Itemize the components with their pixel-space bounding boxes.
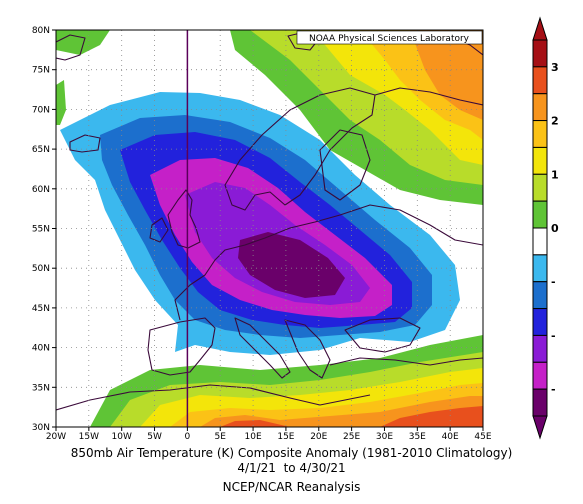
- lat-tick-label: 35N: [32, 383, 50, 393]
- caption-dates: 4/1/21 to 4/30/21: [237, 461, 346, 475]
- graticule: [56, 30, 483, 427]
- coast-balkans: [284, 319, 331, 379]
- lon-tick-label: 20E: [310, 432, 327, 442]
- latitude-axis: 30N 35N 40N 45N 50N 55N 60N 65N 70N 75N 80N: [32, 26, 56, 433]
- lat-tick-label: 30N: [32, 423, 50, 433]
- credit-text: NOAA Physical Sciences Laboratory: [309, 34, 470, 44]
- lon-tick-label: 30E: [376, 432, 393, 442]
- lat-tick-label: 75N: [32, 66, 50, 76]
- lon-tick-label: 25E: [343, 432, 360, 442]
- colorbar-label: 2: [551, 115, 559, 128]
- caption-source: NCEP/NCAR Reanalysis: [222, 480, 361, 494]
- lon-tick-label: 10E: [245, 432, 262, 442]
- lon-tick-label: 40E: [442, 432, 459, 442]
- colorbar-swatch: [532, 146, 548, 175]
- coast-ireland: [149, 217, 169, 243]
- lon-tick-label: 10W: [112, 432, 132, 442]
- colorbar-swatch: [532, 308, 548, 336]
- warm-anomaly-south-7: [380, 406, 483, 427]
- credit-box: [296, 30, 483, 45]
- colorbar-label: 3: [551, 61, 559, 74]
- coast-north-africa: [56, 384, 371, 411]
- colorbar: 3 2 1 0 - - -: [532, 16, 559, 440]
- lon-tick-label: 0: [185, 432, 191, 442]
- colorbar-swatch: [532, 200, 548, 229]
- lat-tick-label: 55N: [32, 225, 50, 235]
- coast-scandinavia: [224, 87, 376, 211]
- lat-tick-label: 70N: [32, 105, 50, 115]
- lon-tick-label: 35E: [409, 432, 426, 442]
- colorbar-top-arrow: [532, 16, 548, 41]
- colorbar-label: 0: [551, 222, 559, 235]
- colorbar-swatch: [532, 361, 548, 390]
- warm-anomaly-greenland: [56, 30, 110, 55]
- warm-anomaly-west: [56, 80, 66, 125]
- coast-russia-north: [374, 87, 483, 106]
- colorbar-label: -: [551, 329, 556, 342]
- coast-iberia: [147, 317, 216, 376]
- coast-europe-mainland: [174, 204, 483, 321]
- colorbar-swatch: [532, 227, 548, 256]
- caption-title: 850mb Air Temperature (K) Composite Anom…: [70, 446, 513, 460]
- warm-anomaly-south-6: [220, 420, 290, 427]
- lat-tick-label: 65N: [32, 145, 50, 155]
- lon-tick-label: 5W: [147, 432, 162, 442]
- colorbar-label: -: [551, 383, 556, 396]
- lat-tick-label: 45N: [32, 304, 50, 314]
- colorbar-swatch: [532, 254, 548, 283]
- lon-tick-label: 20W: [46, 432, 66, 442]
- coast-iceland: [69, 134, 101, 153]
- colorbar-swatch: [532, 120, 548, 148]
- colorbar-swatch: [532, 93, 548, 122]
- lat-tick-label: 80N: [32, 26, 50, 36]
- colorbar-swatch: [532, 173, 548, 202]
- lat-tick-label: 50N: [32, 264, 50, 274]
- warm-anomaly-north-5: [410, 30, 483, 120]
- coast-greenland-edge: [56, 34, 86, 61]
- lat-tick-label: 40N: [32, 344, 50, 354]
- colorbar-swatch: [532, 66, 548, 95]
- lat-tick-label: 60N: [32, 185, 50, 195]
- coast-turkey: [329, 357, 483, 366]
- lon-tick-label: 5E: [215, 432, 227, 442]
- longitude-axis: 20W 15W 10W 5W 0 5E 10E 15E 20E 25E 30E 35E 40E 45E: [46, 427, 492, 442]
- coast-british-isles: [167, 189, 201, 249]
- colorbar-swatch: [532, 39, 548, 68]
- lon-tick-label: 45E: [474, 432, 491, 442]
- lon-tick-label: 15W: [79, 432, 99, 442]
- colorbar-bottom-arrow: [532, 415, 548, 440]
- colorbar-swatch: [532, 334, 548, 363]
- lon-tick-label: 15E: [277, 432, 294, 442]
- coast-black-sea: [344, 317, 421, 353]
- coast-finland: [319, 129, 371, 201]
- coastlines: [56, 31, 483, 411]
- colorbar-label: 1: [551, 168, 559, 181]
- colorbar-label: -: [551, 276, 556, 289]
- map-plot: [56, 30, 483, 427]
- colorbar-swatch: [532, 281, 548, 310]
- cold-anomaly-core: [238, 232, 345, 298]
- colorbar-swatch: [532, 388, 548, 417]
